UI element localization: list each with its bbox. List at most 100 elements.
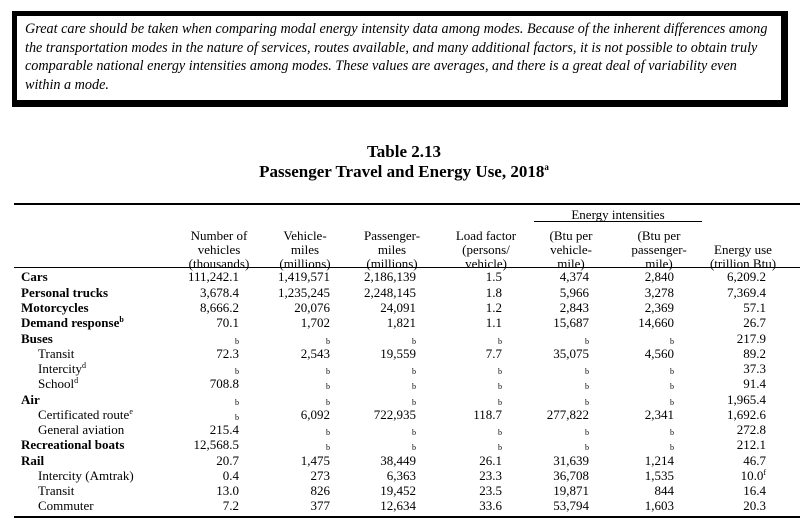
- cell-value: 20,076: [294, 300, 330, 315]
- table-cell: 7,369.4: [727, 286, 766, 299]
- footnote-marker: b: [235, 365, 239, 378]
- table-cell: 1,702: [301, 316, 330, 329]
- table-cell: 722,935: [374, 408, 416, 421]
- cell-value: 4,374: [559, 269, 589, 284]
- row-label: Demand responseb: [21, 315, 124, 330]
- footnote-marker: b: [326, 396, 330, 409]
- footnote-marker: b: [412, 380, 416, 393]
- header-bottom-rule: [14, 267, 800, 268]
- caution-note: Great care should be taken when comparin…: [12, 11, 788, 107]
- cell-value: 2,840: [644, 269, 674, 284]
- cell-value: 33.6: [479, 498, 502, 513]
- cell-value: 31,639: [553, 453, 589, 468]
- column-header: (thousands): [188, 256, 250, 271]
- table-cell: 2,543: [301, 347, 330, 360]
- table-cell: 2,840: [645, 270, 674, 283]
- cell-value: 19,452: [380, 483, 416, 498]
- row-label: General aviation: [38, 423, 124, 436]
- cell-value: 23.5: [479, 483, 502, 498]
- cell-value: 12,568.5: [193, 437, 240, 452]
- table-cell: 19,871: [553, 484, 589, 497]
- table-cell: 1,419,571: [278, 270, 330, 283]
- footnote-marker: b: [670, 380, 674, 393]
- cell-value: 8,666.2: [200, 300, 239, 315]
- cell-value: b: [498, 443, 502, 452]
- cell-value: 377: [310, 498, 331, 513]
- table-cell: 19,559: [380, 347, 416, 360]
- column-header: (millions): [366, 256, 418, 271]
- cell-value: b: [235, 398, 239, 407]
- cell-value: 35,075: [553, 346, 589, 361]
- cell-value: 26.7: [743, 315, 766, 330]
- row-label: Motorcycles: [21, 301, 89, 314]
- table-number: Table 2.13: [366, 142, 441, 161]
- row-label-text: General aviation: [38, 422, 125, 437]
- footnote-marker: b: [670, 365, 674, 378]
- footnote-marker: b: [235, 335, 239, 348]
- cell-value: b: [412, 337, 416, 346]
- row-label-text: Intercity: [38, 361, 83, 376]
- cell-value: 3,278: [644, 285, 674, 300]
- energy-intensities-header: Energy intensities: [571, 207, 665, 222]
- table-cell: 111,242.1: [188, 270, 239, 283]
- row-label-text: Rail: [21, 453, 45, 468]
- row-label-text: Transit: [38, 346, 75, 361]
- column-header: vehicle-: [550, 242, 592, 257]
- table-cell: 1,821: [387, 316, 416, 329]
- cell-value: 722,935: [373, 407, 416, 422]
- row-label-text: Intercity (Amtrak): [38, 468, 134, 483]
- table-cell: 4,374: [560, 270, 589, 283]
- table-cell: 4,560: [645, 347, 674, 360]
- table-cell: 24,091: [380, 301, 416, 314]
- footnote-marker: b: [670, 396, 674, 409]
- table-cell: 89.2: [743, 347, 766, 360]
- cell-value: 118.7: [473, 407, 502, 422]
- table-title-footnote: a: [544, 162, 549, 172]
- table-cell: 0.4: [223, 469, 239, 482]
- table-cell: 6,209.2: [727, 270, 766, 283]
- cell-value: b: [498, 337, 502, 346]
- table-title-text: Passenger Travel and Energy Use, 2018: [259, 162, 545, 181]
- row-label: Transit: [38, 484, 74, 497]
- footnote-marker: b: [585, 426, 589, 439]
- cell-value: 2,186,139: [364, 269, 416, 284]
- footnote-marker: b: [326, 380, 330, 393]
- footnote-marker: b: [235, 411, 239, 424]
- cell-value: b: [412, 443, 416, 452]
- table-cell: 1,235,245: [278, 286, 330, 299]
- column-header: Load factor: [455, 228, 517, 243]
- table-cell: 20,076: [294, 301, 330, 314]
- cell-value: 89.2: [743, 346, 766, 361]
- cell-value: b: [585, 428, 589, 437]
- table-cell: 15,687: [553, 316, 589, 329]
- column-header: mile): [557, 256, 585, 271]
- row-label-text: Commuter: [38, 498, 94, 513]
- cell-value: 20.3: [743, 498, 766, 513]
- cell-value: 844: [654, 483, 675, 498]
- cell-value: b: [498, 398, 502, 407]
- cell-value: b: [326, 337, 330, 346]
- row-label: Schoold: [38, 376, 79, 391]
- table-cell: 1.5: [486, 270, 502, 283]
- column-header: (persons/: [462, 242, 510, 257]
- cell-value: 1,475: [300, 453, 330, 468]
- row-label-text: Transit: [38, 483, 75, 498]
- table-cell: 12,568.5: [194, 438, 240, 451]
- cell-value: 6,209.2: [727, 269, 766, 284]
- cell-value: 2,341: [644, 407, 674, 422]
- footnote-marker: b: [412, 441, 416, 454]
- table-cell: 826: [311, 484, 331, 497]
- table-cell: 26.1: [479, 454, 502, 467]
- cell-value: 826: [310, 483, 331, 498]
- row-label-text: School: [38, 376, 75, 391]
- cell-value: 19,871: [553, 483, 589, 498]
- footnote-marker: b: [585, 396, 589, 409]
- table-cell: 7.2: [223, 499, 239, 512]
- table-cell: 1,214: [645, 454, 674, 467]
- table-cell: 37.3: [743, 362, 766, 375]
- cell-value: 2,248,145: [364, 285, 416, 300]
- cell-value: 215.4: [209, 422, 239, 437]
- cell-value: 57.1: [743, 300, 766, 315]
- row-label-footnote: b: [119, 315, 124, 324]
- row-label-footnote: d: [74, 376, 79, 385]
